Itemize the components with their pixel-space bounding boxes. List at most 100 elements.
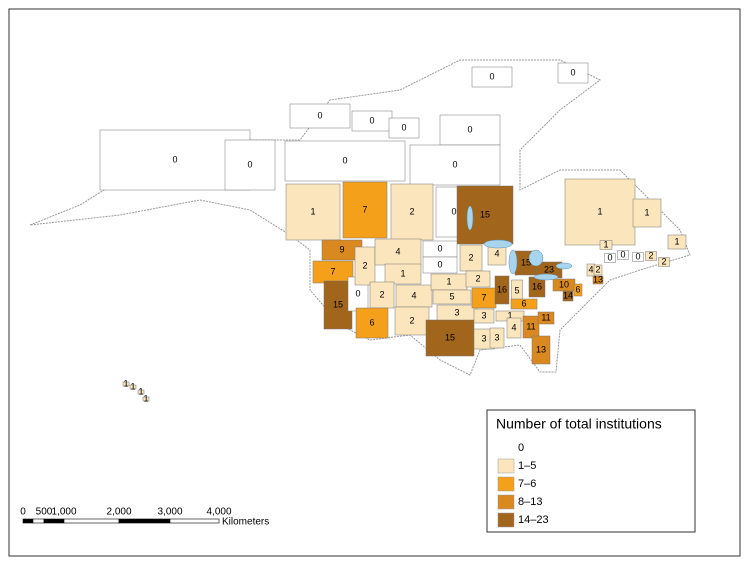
legend-swatch [497, 440, 515, 456]
region-label: 1 [597, 206, 602, 216]
region-label: 0 [342, 155, 347, 165]
region-label: 0 [570, 67, 575, 77]
lake [555, 262, 573, 270]
region-label: 1 [123, 378, 128, 388]
region [506, 317, 522, 339]
region [593, 264, 603, 276]
region [573, 283, 583, 297]
region-label: 0 [401, 122, 406, 132]
legend: Number of total institutions 0 1–5 7–6 8–13… [486, 409, 696, 533]
region [374, 238, 422, 266]
region [510, 298, 538, 310]
region-label: 7 [362, 204, 367, 214]
region-label: 4 [395, 246, 400, 256]
region [342, 181, 388, 239]
region [409, 144, 501, 186]
region-label: 23 [544, 264, 554, 274]
region-label: 6 [369, 317, 374, 327]
region-label: 0 [317, 110, 322, 120]
region-label: 0 [452, 159, 457, 169]
region-label: 6 [575, 284, 580, 294]
lake [483, 239, 513, 249]
region-label: 2 [362, 260, 367, 270]
region [494, 275, 510, 305]
legend-items: 0 1–5 7–6 8–13 14–23 [497, 440, 549, 528]
region-label: 15 [521, 257, 531, 267]
region-label: 0 [172, 154, 177, 164]
region [537, 311, 555, 325]
region [632, 198, 662, 228]
region-label: 1 [644, 207, 649, 217]
scale-segment [118, 518, 171, 524]
legend-swatch [497, 494, 515, 510]
region-label: 1 [143, 393, 148, 403]
region-label: 1 [446, 276, 451, 286]
region-label: 3 [494, 332, 499, 342]
region-label: 2 [409, 206, 414, 216]
region [394, 306, 430, 336]
region [489, 327, 505, 349]
region-label: 16 [497, 284, 507, 294]
scale-label: 0 [20, 507, 26, 518]
region-label: 6 [521, 298, 526, 308]
region-label: 3 [481, 333, 486, 343]
region [137, 389, 145, 395]
lake [533, 273, 559, 281]
region-label: 11 [526, 321, 535, 331]
region-label: 2 [409, 315, 414, 325]
region [562, 290, 574, 302]
legend-label: 14–23 [518, 514, 549, 526]
region-label: 2 [468, 252, 473, 262]
region-label: 0 [620, 249, 625, 259]
scale-label: 4,000 [206, 507, 231, 518]
region [142, 396, 150, 402]
region [354, 246, 376, 286]
region [531, 335, 551, 365]
legend-label: 8–13 [518, 496, 542, 508]
region-label: 14 [563, 290, 573, 300]
legend-label: 1–5 [518, 460, 536, 472]
region [564, 178, 636, 246]
region [592, 275, 604, 285]
region-label: 15 [333, 299, 343, 309]
scale-segment [22, 518, 34, 524]
region [617, 250, 629, 260]
region-label: 15 [480, 209, 490, 219]
region [122, 381, 130, 387]
region-label: 1 [138, 386, 143, 396]
scale-segment [32, 518, 45, 524]
region [323, 280, 353, 330]
region [658, 257, 670, 267]
lake [528, 249, 544, 267]
region-label: 4 [588, 264, 593, 274]
region-label: 2 [379, 289, 384, 299]
region-label: 13 [593, 274, 603, 284]
region-label: 16 [532, 281, 542, 291]
legend-box [486, 409, 696, 533]
region-label: 0 [355, 288, 360, 298]
region-label: 1 [674, 236, 679, 246]
region [439, 114, 501, 146]
region [388, 117, 420, 139]
region [473, 308, 495, 324]
region-label: 1 [507, 310, 512, 320]
region [425, 319, 475, 357]
region-label: 0 [369, 115, 374, 125]
region-label: 4 [411, 290, 416, 300]
region-label: 1 [130, 381, 135, 391]
legend-title: Number of total institutions [496, 416, 662, 432]
region [645, 251, 657, 261]
region [465, 270, 491, 288]
region [284, 140, 406, 182]
scale-unit: Kilometers [222, 517, 269, 528]
scale-segment [43, 518, 65, 524]
region [471, 66, 513, 88]
region-label: 15 [445, 332, 455, 342]
region-label: 0 [247, 159, 252, 169]
region [289, 103, 351, 129]
region-label: 1 [310, 206, 315, 216]
region [432, 289, 472, 305]
region [422, 256, 458, 274]
